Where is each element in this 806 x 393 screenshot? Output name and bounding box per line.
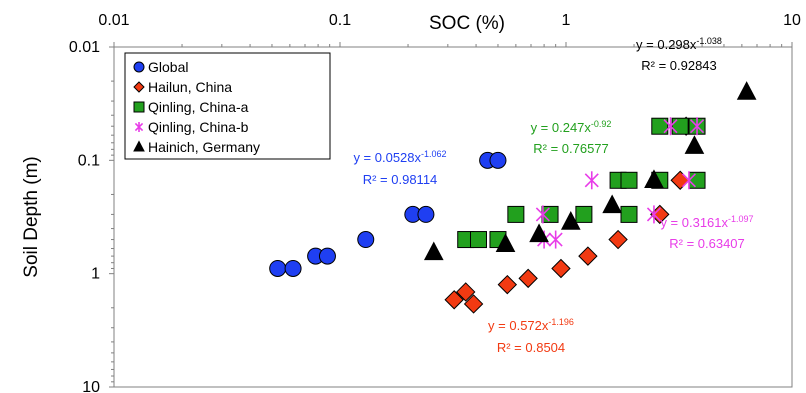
data-point [469,231,487,249]
data-point [417,205,435,223]
plot-frame [113,46,793,388]
data-point [620,205,638,223]
x-tick-label: 0.1 [329,12,351,29]
data-point [689,117,705,136]
fit-equation: y = 0.247x-0.92 [531,119,612,135]
fit-r-squared: R² = 0.98114 [363,172,438,187]
fit-equation: y = 0.572x-1.196 [488,317,574,333]
legend-marker [133,81,145,93]
fit-exponent: -1.097 [728,214,754,224]
axes: 0.01 0.1 1 10 0.01 0.1 1 10 SOC (%) Soil Depth (m… [21,12,801,393]
data-point [456,282,476,302]
data-point [357,231,375,249]
fit-r-squared: R² = 0.76577 [533,141,609,156]
data-point [463,294,484,314]
data-point [518,268,538,289]
fit-exponent: -1.038 [696,36,722,46]
fit-equation: y = 0.0528x-1.062 [353,149,446,165]
data-point [578,246,598,266]
legend-label: Global [148,59,188,75]
fit-equation: y = 0.298x-1.038 [636,36,722,52]
x-tick-label: 1 [562,12,571,29]
data-point [269,259,287,277]
fit-r-squared: R² = 0.63407 [669,236,745,251]
fit-annotations: y = 0.0528x-1.062 R² = 0.98114 y = 0.572x-… [353,36,753,355]
fit-exponent: -0.92 [591,119,612,129]
legend-box [124,52,331,160]
series-global [269,151,507,277]
data-point [495,233,516,252]
data-point [681,171,697,190]
data-point [551,258,571,279]
legend-marker [133,140,145,152]
y-axis-title: Soil Depth (m) [21,156,42,277]
y-tick-label: 1 [91,266,100,283]
data-point [620,171,638,189]
series-hainich-germany [423,81,757,261]
data-point [548,230,563,249]
x-tick-label: 10 [783,12,801,29]
data-point [644,169,664,188]
x-tick-label: 0.01 [98,12,129,29]
x-axis-title: SOC (%) [429,13,505,34]
data-point [608,229,628,250]
data-point [584,171,599,190]
data-point [671,117,689,135]
data-point [529,223,549,243]
data-point [560,211,581,230]
data-point [489,151,507,169]
fit-r-squared: R² = 0.8504 [497,340,565,355]
legend-label: Hailun, China [148,79,232,95]
data-point [688,171,706,189]
legend-label: Qinling, China-a [148,99,249,115]
data-point [444,290,464,310]
fit-exponent: -1.062 [421,149,447,159]
data-point [423,241,444,261]
legend-marker [133,61,145,73]
data-point [318,247,336,265]
data-point [507,205,525,223]
legend-label: Qinling, China-b [148,119,249,135]
fit-exponent: -1.196 [548,317,574,327]
data-point [684,135,705,154]
data-point [541,205,559,223]
data-point [646,205,661,224]
legend-marker [133,101,145,113]
data-point [284,259,302,277]
data-point [497,274,518,295]
data-point [651,117,669,135]
legend-label: Hainich, Germany [148,139,260,155]
y-tick-label: 0.1 [78,152,100,169]
y-tick-label: 10 [82,379,100,393]
fit-r-squared: R² = 0.92843 [641,58,717,73]
data-point [663,117,678,136]
data-point [575,205,593,223]
data-points [269,81,757,314]
legend: Global Hailun, China Qinling, China-a Qinli… [124,52,331,160]
data-point [535,205,550,224]
series-qinling-china-b [535,117,705,249]
data-point [670,170,690,190]
data-point [736,81,757,100]
legend-marker [134,122,144,132]
data-point [602,194,622,214]
fit-equation: y = 0.3161x-1.097 [660,214,753,230]
y-tick-label: 0.01 [69,39,100,56]
